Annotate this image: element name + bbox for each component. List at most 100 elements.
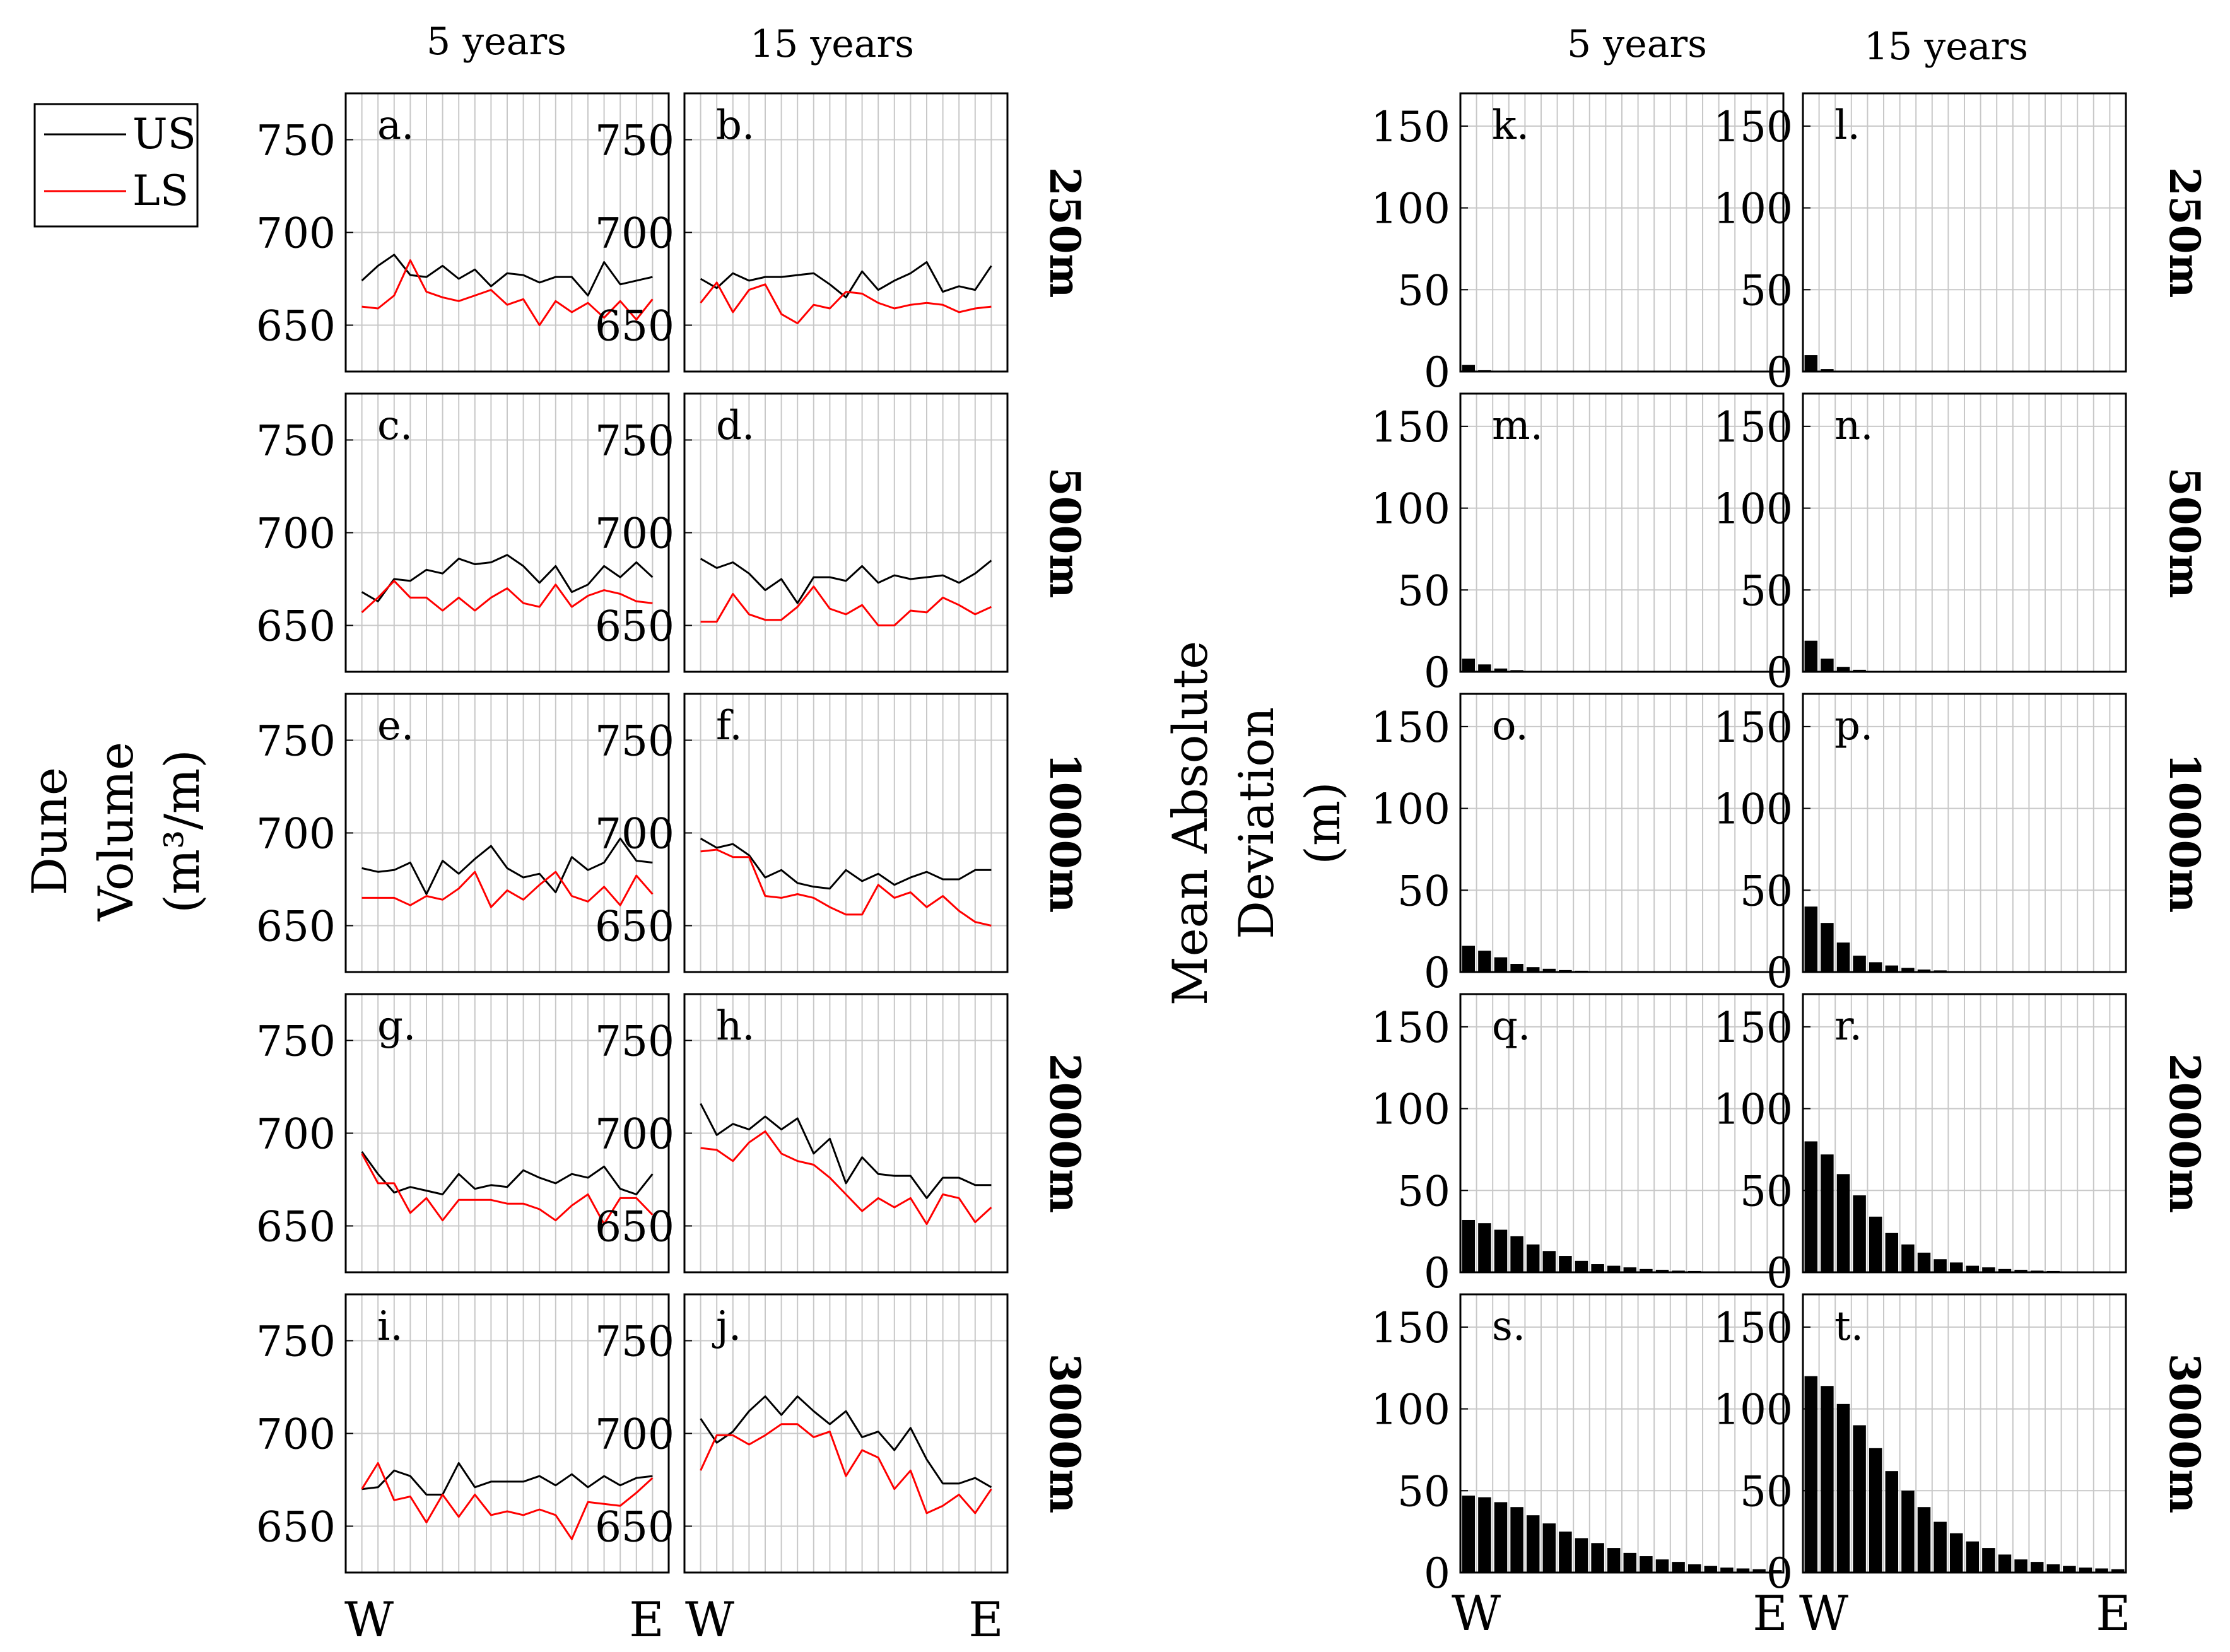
panel-f-ytick-label: 650 (595, 903, 674, 951)
panel-n-ytick-label: 0 (1766, 648, 1793, 697)
panel-o-bar (1510, 964, 1523, 972)
panel-d: 650 700 750 d. (595, 392, 1009, 673)
panel-g-ytick-label: 650 (256, 1203, 336, 1251)
panel-p-bar (1934, 970, 1947, 972)
panel-g-label: g. (377, 1003, 416, 1050)
panel-t-bar (1998, 1554, 2012, 1573)
panel-t-ytick-label: 50 (1740, 1467, 1793, 1516)
panel-h-ytick-label: 700 (595, 1110, 674, 1159)
panel-a-series-ls (361, 259, 654, 326)
panel-s-bar (1478, 1497, 1491, 1573)
panel-n-bar (1885, 671, 1899, 672)
panel-n: 0 50 100 150 n. (1713, 392, 2127, 697)
panel-g-series-ls (361, 1153, 654, 1226)
panel-r-bar (1836, 1174, 1850, 1272)
panel-l-ytick-label: 0 (1766, 348, 1793, 397)
panel-p-ytick-label: 0 (1766, 949, 1793, 997)
panel-t-ytick-label: 0 (1766, 1549, 1793, 1598)
col-header-5yr-left: 5 years (426, 20, 566, 64)
panel-t-bar (1982, 1548, 1995, 1573)
panel-l-bar (1836, 370, 1850, 372)
panel-s-bar (1542, 1523, 1556, 1573)
panel-o-bar (1526, 967, 1540, 972)
legend-label-ls: LS (132, 167, 189, 215)
panel-l-bar (1821, 369, 1834, 372)
panel-m-ytick-label: 50 (1397, 566, 1450, 615)
panel-s-bar (1736, 1568, 1750, 1573)
panel-j-series-ls (700, 1423, 992, 1514)
panel-l: 0 50 100 150 l. (1713, 92, 2127, 397)
panel-o-bar (1623, 971, 1637, 972)
panel-m-ytick-label: 150 (1371, 403, 1450, 452)
row-label-left: 3000m (1040, 1354, 1089, 1514)
panel-s-bar (1687, 1564, 1701, 1573)
panel-d-label: d. (716, 402, 754, 449)
panel-r-ytick-label: 150 (1713, 1004, 1793, 1052)
panel-s-ytick-label: 0 (1424, 1549, 1450, 1598)
panel-s-bar (1591, 1543, 1604, 1573)
panel-q-label: q. (1492, 1003, 1530, 1050)
xtick-e-right-2: E (2096, 1585, 2130, 1641)
panel-r-bar (1885, 1233, 1899, 1272)
panel-q: 0 50 100 150 q. (1371, 993, 1785, 1298)
panel-o-bar (1542, 968, 1556, 972)
panel-l-ytick-label: 150 (1713, 103, 1793, 151)
panel-o-ytick-label: 150 (1371, 703, 1450, 752)
panel-e-ytick-label: 700 (256, 810, 336, 858)
panel-n-label: n. (1834, 402, 1874, 449)
panel-r-bar (1949, 1262, 1963, 1272)
right-ylabel-line-3: (m) (1294, 782, 1351, 864)
panel-f-ytick-label: 750 (595, 717, 674, 766)
panel-j: 650 700 750 j. (595, 1293, 1009, 1574)
panel-e: 650 700 750 e. (256, 693, 670, 973)
panel-q-bar (1687, 1270, 1701, 1272)
xtick-e-right-1: E (1752, 1585, 1787, 1641)
panel-o-ytick-label: 100 (1371, 785, 1450, 834)
panel-d-series-ls (700, 585, 992, 626)
panel-c-frame (344, 392, 670, 673)
panel-c-ytick-label: 650 (256, 602, 336, 651)
panel-t-ytick-label: 100 (1713, 1386, 1793, 1434)
panel-s-bar (1768, 1570, 1782, 1573)
panel-r-bar (1821, 1154, 1834, 1272)
panel-i-ytick-label: 700 (256, 1410, 336, 1459)
panel-r-ytick-label: 50 (1740, 1167, 1793, 1216)
panel-m-bar (1542, 671, 1556, 672)
panel-r-bar (1998, 1268, 2012, 1272)
panel-c-ytick-label: 700 (256, 510, 336, 558)
panel-r: 0 50 100 150 r. (1713, 993, 2127, 1298)
panel-e-frame (344, 693, 670, 973)
panel-q-bar (1672, 1270, 1685, 1272)
panel-q-ytick-label: 100 (1371, 1086, 1450, 1134)
panel-t-bar (1885, 1471, 1899, 1573)
panel-t-frame (1802, 1293, 2127, 1574)
panel-m-bar (1494, 668, 1508, 672)
panel-n-bar (1869, 671, 1882, 672)
panel-q-ytick-label: 0 (1424, 1249, 1450, 1298)
panel-o: 0 50 100 150 o. (1371, 693, 1785, 997)
panel-a-series-us (361, 254, 653, 296)
panel-t-bar (2046, 1564, 2060, 1573)
panel-p-bar (1982, 971, 1995, 972)
panel-p-ytick-label: 50 (1740, 867, 1793, 915)
panel-b-ytick-label: 750 (595, 117, 674, 165)
right-ylabel-line-2: Deviation (1228, 707, 1284, 939)
panel-j-ytick-label: 700 (595, 1410, 674, 1459)
panel-q-bar (1526, 1244, 1540, 1272)
panel-t-bar (1853, 1425, 1866, 1573)
panel-g: 650 700 750 g. (256, 993, 670, 1274)
panel-h-series-ls (700, 1130, 992, 1226)
panel-t-bar (1966, 1541, 1980, 1573)
panel-s-bar (1559, 1532, 1572, 1573)
panel-k-bar (1478, 370, 1491, 372)
panel-d-series-us (700, 558, 992, 604)
panel-f-frame (683, 693, 1009, 973)
panel-r-ytick-label: 100 (1713, 1086, 1793, 1134)
panel-j-ytick-label: 650 (595, 1503, 674, 1552)
panel-o-frame (1459, 693, 1785, 973)
panel-p-bar (1821, 923, 1834, 972)
panel-c-series-ls (361, 580, 653, 614)
panel-i-series-ls (361, 1462, 654, 1540)
panel-q-bar (1462, 1219, 1476, 1272)
panel-d-frame (683, 392, 1009, 673)
